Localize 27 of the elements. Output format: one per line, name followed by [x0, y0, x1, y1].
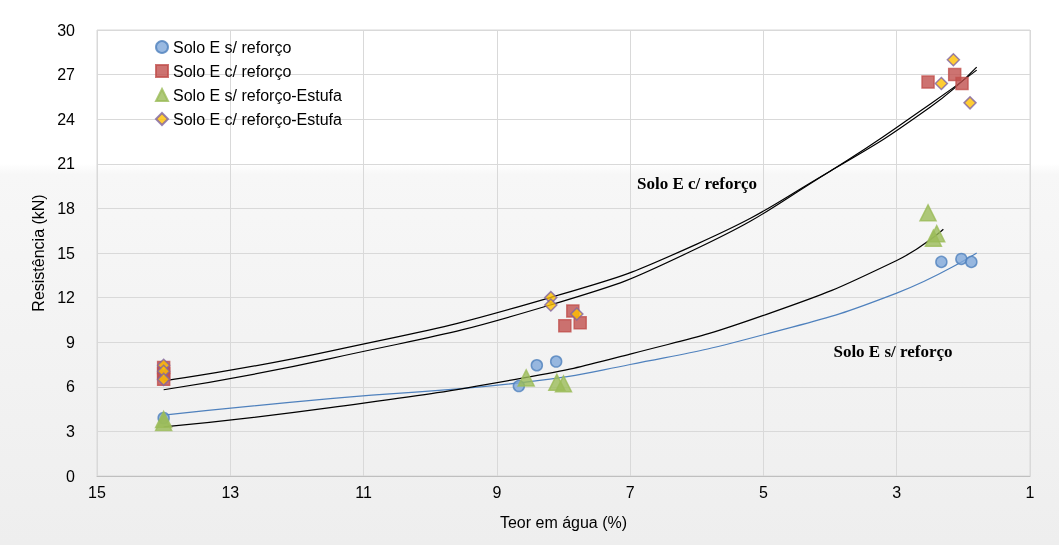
y-tick-label: 24 [57, 110, 76, 128]
legend-label: Solo E s/ reforço-Estufa [173, 86, 343, 104]
y-tick-label: 3 [66, 422, 76, 440]
y-tick-label: 9 [66, 333, 76, 351]
y-tick-label: 15 [57, 244, 76, 262]
y-tick-label: 0 [66, 467, 76, 485]
y-tick-label: 12 [57, 289, 76, 307]
y-tick-label: 6 [66, 378, 76, 396]
x-axis-title: Teor em água (%) [499, 513, 628, 531]
y-axis-title: Resistência (kN) [29, 194, 47, 312]
y-tick-label: 27 [57, 66, 76, 84]
legend-label: Solo E c/ reforço [173, 62, 292, 80]
x-tick-label: 1 [1025, 483, 1035, 501]
legend-label: Solo E c/ reforço-Estufa [173, 110, 343, 128]
legend-label: Solo E s/ reforço [173, 38, 292, 56]
annotation: Solo E s/ reforço [833, 341, 953, 361]
x-tick-label: 3 [892, 483, 902, 501]
y-tick-label: 18 [57, 199, 76, 217]
x-tick-label: 9 [492, 483, 502, 501]
annotation: Solo E c/ reforço [636, 173, 758, 193]
y-tick-label: 21 [57, 155, 76, 173]
y-tick-label: 30 [57, 21, 76, 39]
x-tick-label: 15 [88, 483, 106, 501]
x-tick-label: 11 [355, 483, 372, 501]
x-tick-label: 5 [758, 483, 768, 501]
x-tick-label: 7 [625, 483, 635, 501]
x-tick-label: 13 [221, 483, 240, 501]
